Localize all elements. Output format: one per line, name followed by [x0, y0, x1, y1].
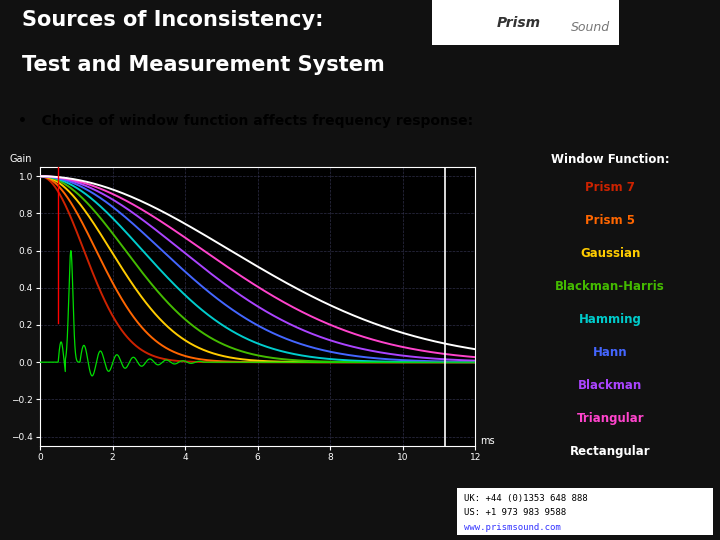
Text: Window Function:: Window Function: [551, 153, 670, 166]
Text: Hamming: Hamming [579, 313, 642, 326]
Text: Sources of Inconsistency:: Sources of Inconsistency: [22, 10, 323, 30]
Text: UK: +44 (0)1353 648 888: UK: +44 (0)1353 648 888 [464, 494, 588, 503]
Text: Triangular: Triangular [577, 413, 644, 426]
Text: ms: ms [480, 436, 495, 446]
Text: Gain: Gain [9, 154, 32, 164]
Text: Gaussian: Gaussian [580, 247, 640, 260]
Text: Prism 7: Prism 7 [585, 181, 635, 194]
Text: Blackman-Harris: Blackman-Harris [555, 280, 665, 293]
Text: www.prismsound.com: www.prismsound.com [464, 523, 561, 532]
Text: Rectangular: Rectangular [570, 446, 650, 458]
Text: US: +1 973 983 9588: US: +1 973 983 9588 [464, 508, 567, 517]
Text: Test and Measurement System: Test and Measurement System [22, 55, 384, 75]
Text: Hann: Hann [593, 346, 628, 359]
Text: •   Choice of window function affects frequency response:: • Choice of window function affects freq… [18, 114, 473, 129]
Bar [457, 488, 713, 536]
Text: Blackman: Blackman [578, 379, 642, 392]
Text: Prism 5: Prism 5 [585, 214, 635, 227]
Bar [432, 0, 619, 45]
Text: Prism: Prism [496, 16, 541, 30]
Text: Sound: Sound [571, 22, 610, 35]
